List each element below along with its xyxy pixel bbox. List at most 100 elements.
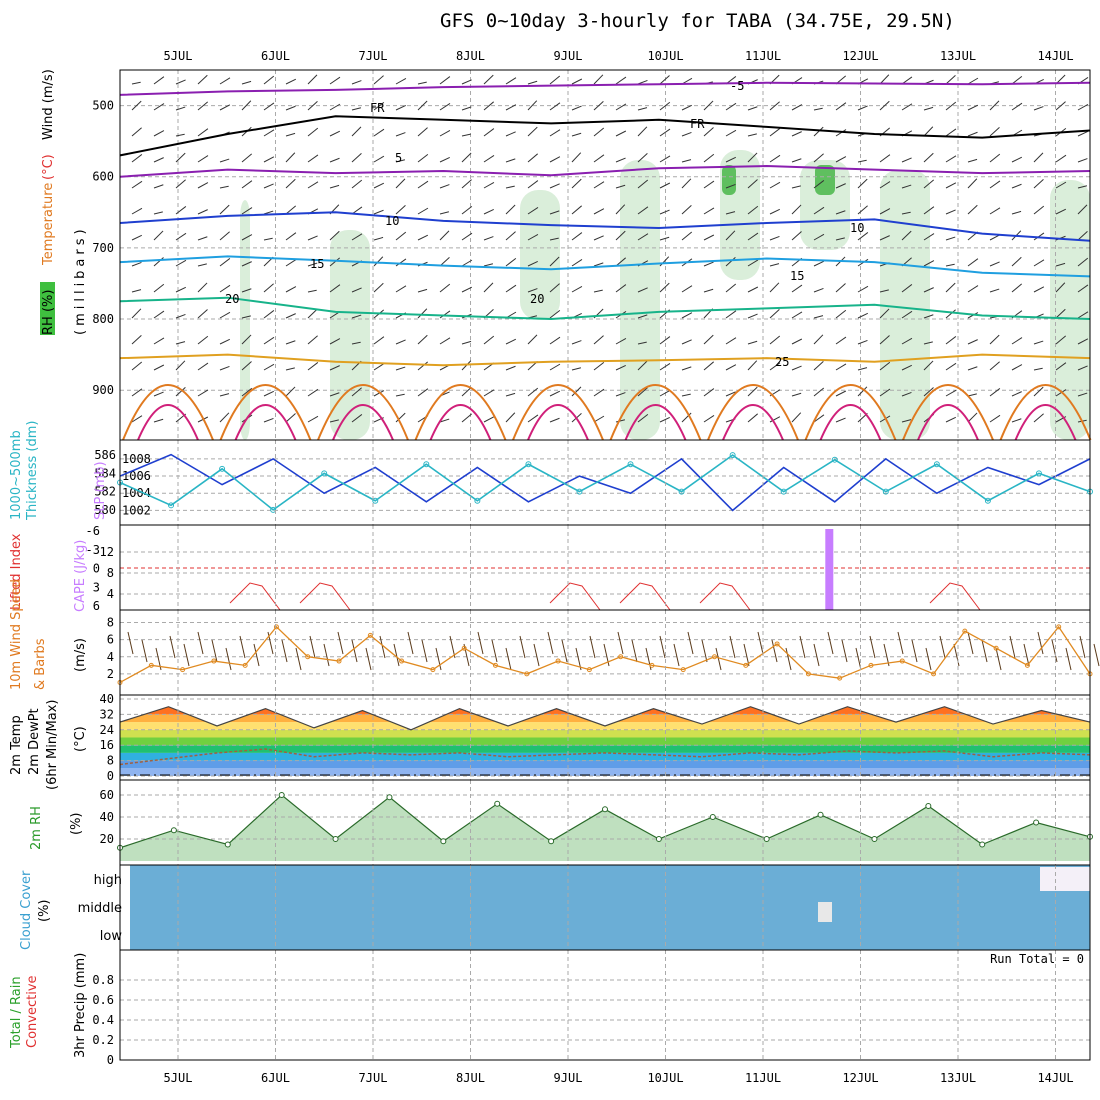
wind-point [336,658,342,664]
wind-barb [439,230,450,241]
wind-barb [373,155,385,163]
wind-barb [1011,210,1022,215]
wind-barb-10m [715,647,722,671]
wind-barb [285,78,297,85]
wind-barb [461,179,472,189]
cape-tick-12: 12 [100,545,114,559]
wind-barb [923,206,935,215]
wind-barb [637,287,648,293]
wind-barb [329,184,340,189]
wind-barb [703,361,714,371]
ylabel-rh2m-unit: (%) [69,813,84,836]
thickness-point [525,461,532,468]
wind-barb [175,232,187,241]
wind-barb [857,205,868,215]
isotherm-arch-hot [234,404,297,441]
wind-barb [615,284,627,293]
wind-barb [153,391,164,397]
wind-barb [747,360,758,371]
wind-barb [395,132,406,137]
date-label-top-13JUL: 13JUL [940,49,976,63]
pressure-tick-600: 600 [92,170,114,184]
wind-barb [813,107,823,111]
wind-barb [483,389,495,397]
isotherm-arch [609,384,702,441]
wind-barb [747,313,758,319]
wind-barb-10m [393,643,400,667]
wind-barb [307,415,319,423]
wind-barb-10m [505,647,512,671]
wind-barb [989,288,1000,293]
wind-barb [593,154,605,163]
date-label-bottom-12JUL: 12JUL [842,1071,878,1085]
wind-barb [329,419,339,423]
thickness-point [1035,470,1042,477]
date-label-bottom-13JUL: 13JUL [940,1071,976,1085]
wind-barb [307,289,317,293]
ylabel-precip: 3hr Precip (mm) [73,953,88,1058]
wind-barb [923,152,934,163]
wind-point [649,662,655,668]
wind-barb [835,336,847,345]
wind-barb [923,287,934,293]
wind-tick-2: 2 [107,667,114,681]
wind-barb [1077,365,1088,371]
wind-barb [769,362,781,371]
wind-barb [637,206,649,215]
date-label-top-7JUL: 7JUL [359,49,388,63]
wind-barb [175,152,186,163]
wind-barb [461,133,471,137]
wind-barb [483,181,495,189]
wind-barb [945,155,957,163]
wind-barb [241,100,252,111]
wind-barb [901,419,912,423]
wind-barb [571,205,582,215]
wind-barb [483,263,494,267]
wind-barb [659,256,670,267]
wind-point [524,671,530,677]
wind-barb [901,211,911,215]
wind-barb [813,233,825,241]
wind-barb [241,261,252,267]
wind-barb [483,282,494,293]
wind-barb [351,314,362,319]
wind-barb [329,103,341,111]
slp-tick-1002: 1002 [122,503,151,517]
wind-point [1056,624,1062,630]
wind-tick-6: 6 [107,633,114,647]
wind-barb [131,289,142,293]
wind-barb [549,363,561,371]
thickness-point [882,488,889,495]
wind-barb [395,105,406,111]
wind-barb [1055,208,1067,215]
wind-barb-10m [827,631,834,655]
wind-barb [593,127,605,137]
rh-point [1033,819,1040,826]
temp-band [120,752,1090,761]
wind-barb [879,208,891,215]
wind-barb [153,230,164,241]
wind-barb [263,129,275,137]
rh-tick-20: 20 [100,832,114,846]
wind-barb-10m [407,631,414,655]
wind-barb [461,205,473,215]
wind-barb-10m [239,635,246,659]
wind-barb [1055,154,1067,163]
wind-barb-10m [1051,639,1058,663]
wind-barb [593,100,604,111]
wind-barb [395,393,405,397]
isotherm-arch-hot [332,404,394,441]
wind-barb [1011,391,1022,397]
wind-barb [637,179,649,189]
cloud-high-patch [1040,867,1090,891]
series-Thickness (dm) [119,454,1091,511]
rh-contour-region [800,160,850,250]
wind-barb [285,313,296,319]
wind-barb [681,312,693,319]
ylabel-wind10m-3: (m/s) [73,638,88,672]
wind-barb [329,365,340,371]
wind-barb [637,360,648,371]
wind-barb [527,288,538,293]
rh-legend-swatch [40,282,55,335]
rh2m-area [120,795,1090,861]
